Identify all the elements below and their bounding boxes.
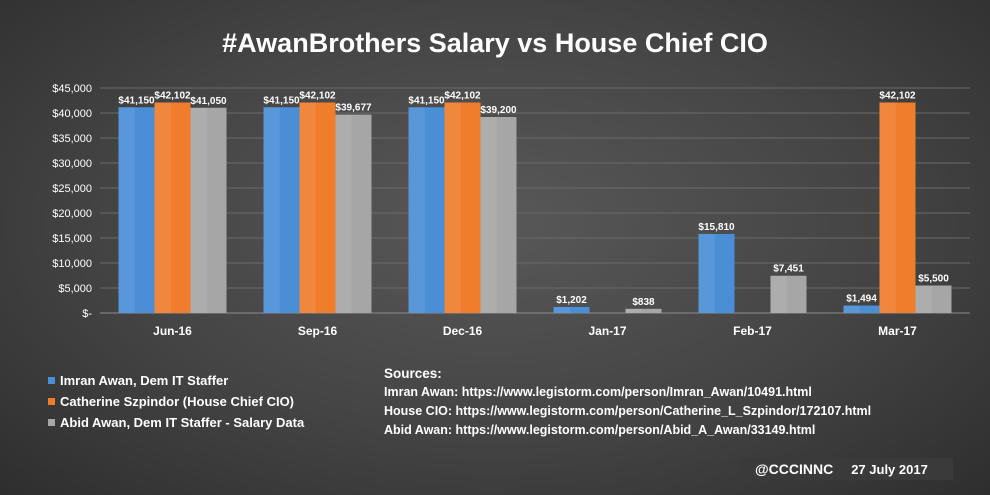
bar-imran-Mar-17 (843, 305, 880, 313)
data-label: $41,150 (118, 95, 155, 106)
footer-date: 27 July 2017 (851, 461, 928, 477)
legend-swatch-imran (48, 377, 55, 384)
x-tick-label: Jun-16 (153, 324, 192, 338)
data-label: $838 (632, 297, 655, 308)
data-label: $39,677 (335, 103, 372, 114)
data-label: $15,810 (698, 222, 735, 233)
legend-label-imran: Imran Awan, Dem IT Staffer (60, 373, 229, 388)
legend-item-catherine: Catherine Szpindor (House Chief CIO) (48, 391, 304, 412)
footer-credit: @CCCINNC 27 July 2017 (740, 458, 953, 480)
data-label: $1,494 (846, 294, 877, 305)
bar-highlight (154, 102, 171, 314)
y-tick-label: $45,000 (52, 83, 92, 95)
data-label: $39,200 (480, 105, 517, 116)
data-label: $42,102 (154, 90, 191, 101)
y-tick-label: $10,000 (52, 258, 92, 270)
bar-imran-Sep-16 (263, 107, 300, 313)
data-label: $42,102 (444, 90, 481, 101)
y-tick-label: $40,000 (52, 108, 92, 120)
bar-highlight (843, 305, 860, 313)
bar-highlight (444, 102, 461, 314)
gridlines (100, 87, 970, 314)
data-labels: $41,150 $42,102 $41,050 $41,150 $42,102$39,6… (118, 90, 949, 307)
footer-handle: @CCCINNC (755, 461, 834, 477)
y-tick-label: $15,000 (52, 233, 92, 245)
legend-swatch-abid (48, 419, 55, 426)
x-tick-label: Dec-16 (443, 324, 483, 338)
bar-highlight (263, 107, 280, 313)
y-tick-label: $20,000 (52, 208, 92, 220)
bar-highlight (299, 102, 316, 314)
chart-title: #AwanBrothers Salary vs House Chief CIO (222, 28, 768, 58)
source-line-abid: Abid Awan: https://www.legistorm.com/per… (384, 423, 816, 437)
bar-highlight (335, 114, 352, 314)
x-tick-label: Feb-17 (733, 324, 772, 338)
bar-abid-Sep-16 (335, 114, 372, 314)
data-label: $7,451 (773, 264, 804, 275)
legend-swatch-catherine (48, 398, 55, 405)
y-tick-label: $- (82, 308, 92, 320)
source-line-cio: House CIO: https://www.legistorm.com/per… (384, 404, 872, 418)
bar-highlight (915, 285, 932, 313)
bar-catherine-Sep-16 (299, 102, 336, 314)
data-label: $42,102 (879, 90, 916, 101)
bar-imran-Jan-17 (553, 306, 590, 313)
y-tick-label: $35,000 (52, 133, 92, 145)
sources-block: Sources: Imran Awan: https://www.legisto… (384, 364, 871, 440)
y-tick-label: $25,000 (52, 183, 92, 195)
bar-imran-Jun-16 (118, 107, 155, 313)
bar-catherine-Dec-16 (444, 102, 481, 314)
bar-highlight (698, 233, 715, 313)
x-tick-label: Jan-17 (588, 324, 626, 338)
data-label: $5,500 (918, 274, 949, 285)
bar-highlight (879, 102, 896, 314)
bar-highlight (553, 306, 570, 313)
legend-label-catherine: Catherine Szpindor (House Chief CIO) (60, 394, 295, 409)
sources-heading: Sources: (384, 366, 442, 381)
legend-item-abid: Abid Awan, Dem IT Staffer - Salary Data (48, 412, 304, 433)
data-label: $41,150 (408, 95, 445, 106)
y-tick-label: $30,000 (52, 158, 92, 170)
legend: Imran Awan, Dem IT Staffer Catherine Szp… (48, 370, 304, 433)
bar-abid-Dec-16 (480, 117, 517, 313)
y-tick-label: $5,000 (58, 283, 92, 295)
bar-catherine-Mar-17 (879, 102, 916, 314)
x-tick-label: Mar-17 (878, 324, 917, 338)
data-label: $42,102 (299, 90, 336, 101)
bar-highlight (625, 308, 642, 313)
data-label: $1,202 (556, 295, 587, 306)
bar-highlight (480, 117, 497, 313)
bar-abid-Jun-16 (190, 107, 227, 313)
bar-highlight (190, 107, 207, 313)
y-axis-ticks: $- $5,000 $10,000 $15,000 $20,000 $25,000 $30,… (52, 83, 92, 320)
bar-catherine-Jun-16 (154, 102, 191, 314)
data-label: $41,050 (190, 96, 227, 107)
legend-item-imran: Imran Awan, Dem IT Staffer (48, 370, 304, 391)
data-label: $41,150 (263, 95, 300, 106)
bar-imran-Dec-16 (408, 107, 445, 313)
bars (118, 102, 952, 314)
bar-imran-Feb-17 (698, 233, 735, 313)
source-line-imran: Imran Awan: https://www.legistorm.com/pe… (384, 385, 812, 399)
bar-abid-Jan-17 (625, 308, 662, 313)
bar-highlight (408, 107, 425, 313)
bar-highlight (770, 275, 787, 313)
x-axis-ticks: Jun-16 Sep-16 Dec-16 Jan-17 Feb-17 Mar-17 (153, 324, 917, 338)
x-tick-label: Sep-16 (298, 324, 338, 338)
bar-abid-Mar-17 (915, 285, 952, 313)
bar-abid-Feb-17 (770, 275, 807, 313)
legend-label-abid: Abid Awan, Dem IT Staffer - Salary Data (60, 415, 305, 430)
bar-highlight (118, 107, 135, 313)
